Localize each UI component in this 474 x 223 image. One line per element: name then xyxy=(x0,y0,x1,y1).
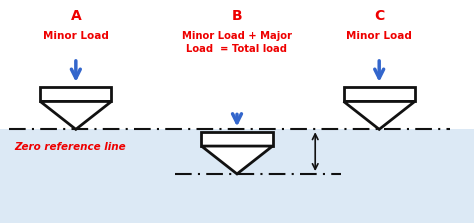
Bar xyxy=(201,132,273,146)
Text: A: A xyxy=(71,9,81,23)
Polygon shape xyxy=(40,101,111,129)
Text: B: B xyxy=(232,9,242,23)
Bar xyxy=(0,0,474,129)
Bar xyxy=(344,87,415,101)
Bar xyxy=(0,129,474,223)
Text: C: C xyxy=(374,9,384,23)
Polygon shape xyxy=(344,101,415,129)
Bar xyxy=(40,87,111,101)
Polygon shape xyxy=(201,146,273,174)
Text: Minor Load: Minor Load xyxy=(346,31,412,41)
Text: Zero reference line: Zero reference line xyxy=(14,142,126,152)
Text: Minor Load: Minor Load xyxy=(43,31,109,41)
Text: Minor Load + Major
Load  = Total load: Minor Load + Major Load = Total load xyxy=(182,31,292,54)
